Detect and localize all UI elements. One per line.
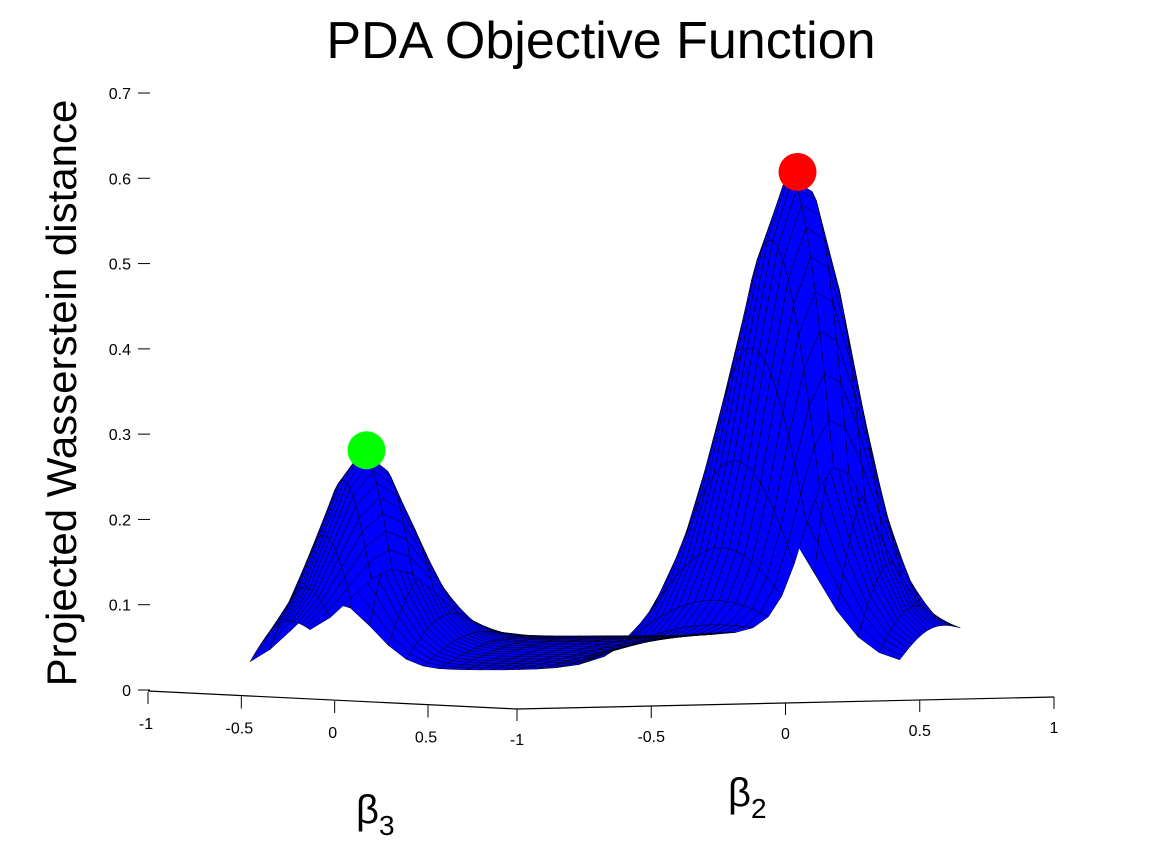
chart-title: PDA Objective Function bbox=[326, 12, 875, 70]
beta2-tick-label: 1 bbox=[1050, 720, 1059, 737]
beta3-tick-label: -1 bbox=[139, 716, 153, 733]
beta2-tick-label: 0 bbox=[781, 726, 790, 743]
beta3-tick-label: -0.5 bbox=[226, 721, 254, 738]
beta2-tick-label: -1 bbox=[510, 732, 524, 749]
z-tick-label: 0.1 bbox=[109, 598, 131, 615]
x-axis-label-subscript: 3 bbox=[379, 810, 395, 841]
markers bbox=[347, 152, 817, 470]
z-axis: 0 0.1 0.2 0.3 0.4 0.5 0.6 0.7 bbox=[109, 86, 150, 700]
y-axis-label-symbol: β bbox=[728, 771, 751, 815]
z-axis-label: Projected Wasserstein distance bbox=[38, 100, 85, 687]
beta2-tick-label: 0.5 bbox=[909, 723, 931, 740]
z-tick-label: 0.6 bbox=[109, 171, 131, 188]
x-axis-label: β3 bbox=[356, 788, 395, 841]
z-tick-label: 0.7 bbox=[109, 86, 131, 103]
beta3-tick-label: 0.5 bbox=[415, 730, 437, 747]
surface-facet bbox=[937, 617, 961, 629]
beta3-tick-label: 0 bbox=[328, 725, 337, 742]
y-axis-label-subscript: 2 bbox=[751, 793, 767, 824]
z-tick-label: 0.5 bbox=[109, 257, 131, 274]
surface-mesh bbox=[249, 178, 961, 671]
beta2-tick-label: -0.5 bbox=[637, 729, 665, 746]
z-tick-label: 0.3 bbox=[109, 427, 131, 444]
peak-marker bbox=[778, 152, 817, 191]
z-tick-label: 0 bbox=[122, 683, 131, 700]
peak-marker bbox=[347, 431, 386, 470]
y-axis-label: β2 bbox=[728, 771, 767, 824]
z-tick-label: 0.2 bbox=[109, 512, 131, 529]
x-axis-label-symbol: β bbox=[356, 788, 379, 832]
floor-axes: -1 -0.5 0 0.5 -1 -0.5 0 0.5 1 bbox=[139, 690, 1059, 749]
beta3-axis-line bbox=[147, 690, 518, 710]
z-tick-label: 0.4 bbox=[109, 342, 131, 359]
